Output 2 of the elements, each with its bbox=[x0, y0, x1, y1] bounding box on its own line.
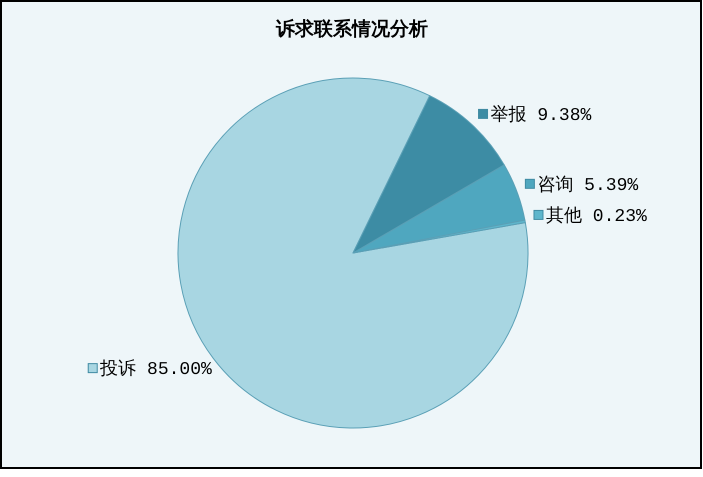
legend-label: 举报 9.38% bbox=[490, 104, 592, 126]
title: 诉求联系情况分析 bbox=[276, 19, 428, 41]
